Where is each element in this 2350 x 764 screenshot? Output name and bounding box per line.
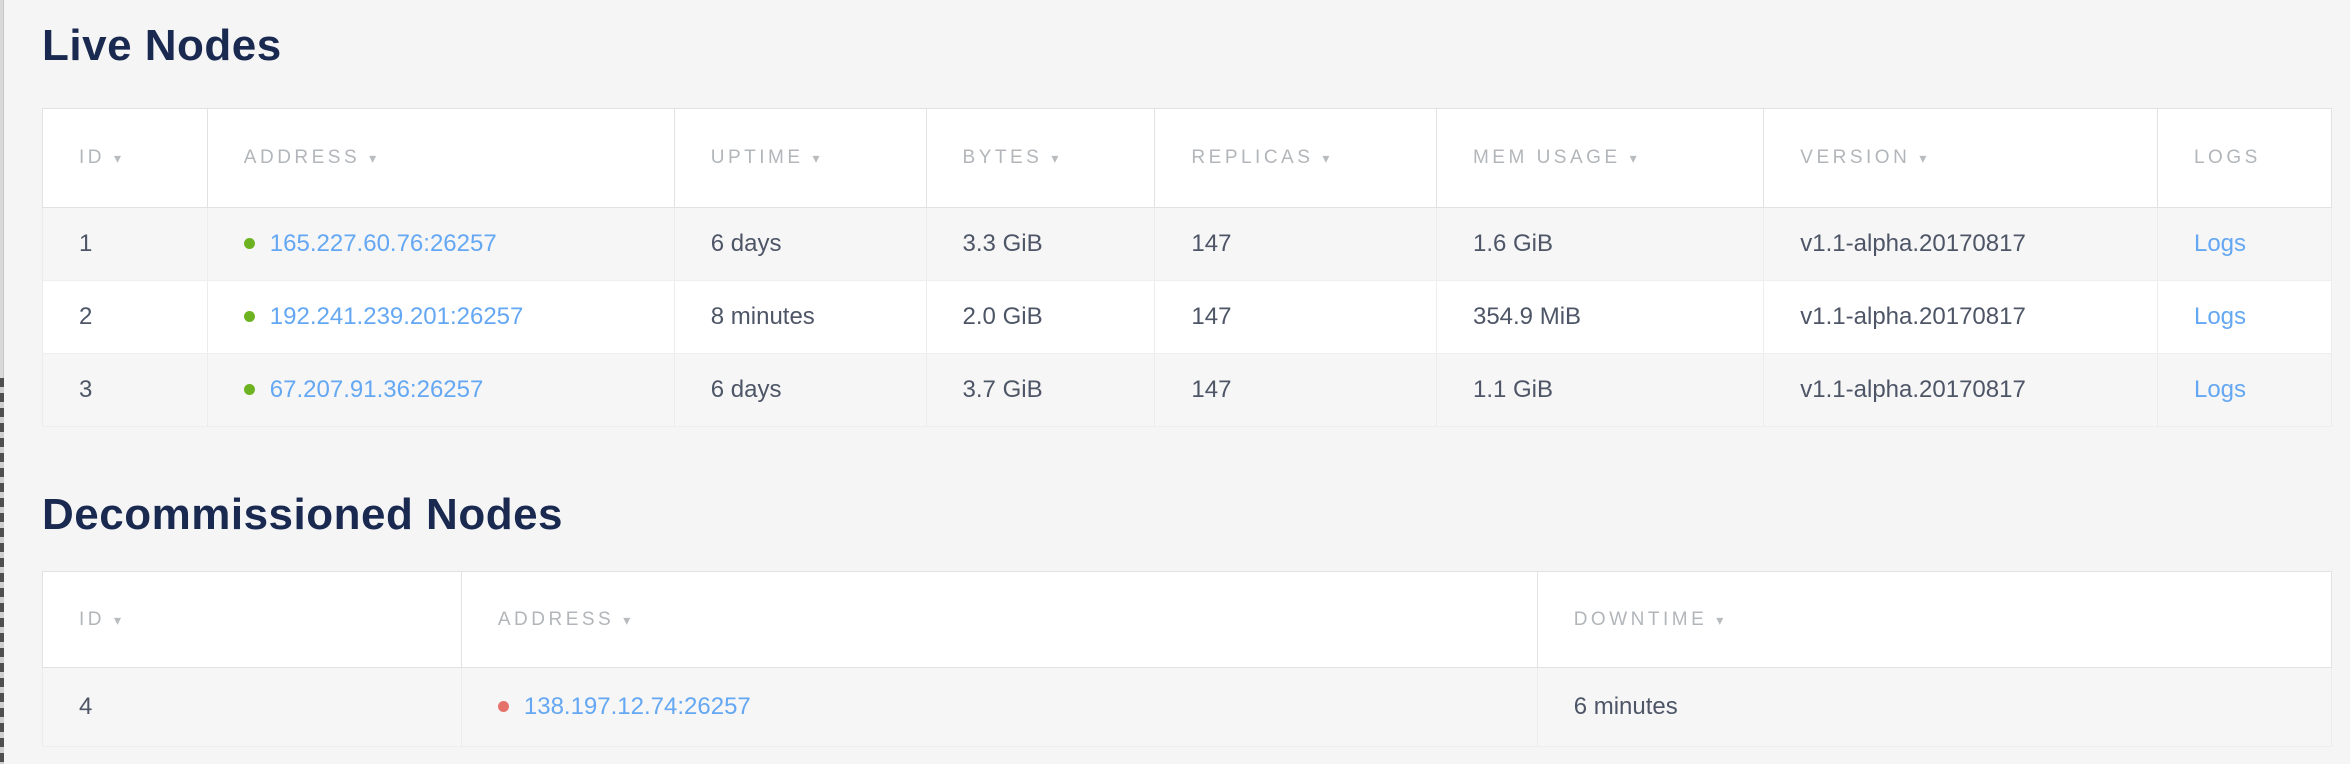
- node-logs-cell: Logs: [2156, 353, 2333, 427]
- node-id-cell: 1: [42, 207, 208, 281]
- sort-arrow-icon: ▾: [623, 611, 631, 628]
- window-left-edge: [0, 0, 4, 764]
- node-address-link[interactable]: 67.207.91.36:26257: [269, 376, 484, 403]
- node-logs-cell: Logs: [2156, 207, 2333, 281]
- sort-arrow-icon: ▾: [369, 150, 377, 166]
- column-header-label: ID: [79, 147, 105, 168]
- decommissioned-nodes-table: ID ▾ ADDRESS ▾ DOWNTIME ▾ 4 138.197.12.74:2…: [42, 571, 2333, 747]
- node-bytes-cell: 2.0 GiB: [925, 280, 1156, 354]
- node-address-link[interactable]: 192.241.239.201:26257: [269, 303, 524, 330]
- node-bytes-cell: 3.3 GiB: [925, 207, 1156, 281]
- sort-arrow-icon: ▾: [1919, 150, 1927, 166]
- sort-arrow-icon: ▾: [1716, 611, 1724, 628]
- node-logs-link[interactable]: Logs: [2193, 230, 2247, 257]
- column-header-label: VERSION: [1800, 147, 1911, 168]
- node-mem-usage-cell: 354.9 MiB: [1435, 280, 1765, 354]
- column-header-label: ADDRESS: [243, 147, 361, 168]
- node-address-cell: 192.241.239.201:26257: [206, 280, 675, 354]
- node-id-cell: 4: [42, 667, 462, 747]
- node-logs-link[interactable]: Logs: [2193, 303, 2247, 330]
- window-left-edge-top: [0, 0, 4, 378]
- column-header-label: UPTIME: [710, 147, 804, 168]
- node-id-cell: 3: [42, 353, 208, 427]
- sort-arrow-icon: ▾: [812, 150, 820, 166]
- column-header-uptime[interactable]: UPTIME ▾: [673, 108, 927, 208]
- column-header-logs: LOGS: [2156, 108, 2333, 208]
- column-header-label: MEM USAGE: [1472, 147, 1621, 168]
- scrollbar-dashes: [0, 378, 4, 764]
- node-mem-usage-cell: 1.1 GiB: [1435, 353, 1765, 427]
- node-downtime-cell: 6 minutes: [1536, 667, 2333, 747]
- column-header-label: ADDRESS: [497, 608, 615, 630]
- decommissioned-nodes-title: Decommissioned Nodes: [42, 490, 564, 539]
- column-header-label: BYTES: [962, 147, 1043, 168]
- sort-arrow-icon: ▾: [114, 611, 122, 628]
- node-mem-usage-cell: 1.6 GiB: [1435, 207, 1765, 281]
- column-header-label: LOGS: [2193, 147, 2261, 168]
- column-header-replicas[interactable]: REPLICAS ▾: [1154, 108, 1437, 208]
- node-uptime-cell: 6 days: [673, 207, 927, 281]
- column-header-id[interactable]: ID ▾: [42, 571, 462, 668]
- sort-arrow-icon: ▾: [114, 150, 122, 166]
- node-replicas-cell: 147: [1154, 280, 1437, 354]
- column-header-address[interactable]: ADDRESS ▾: [206, 108, 675, 208]
- sort-arrow-icon: ▾: [1051, 150, 1059, 166]
- table-row: 4 138.197.12.74:26257 6 minutes: [42, 667, 2333, 747]
- column-header-bytes[interactable]: BYTES ▾: [925, 108, 1156, 208]
- live-nodes-title: Live Nodes: [42, 21, 282, 70]
- column-header-label: DOWNTIME: [1573, 608, 1708, 630]
- live-nodes-header-row: ID ▾ ADDRESS ▾ UPTIME ▾ BYTES ▾ REPLICAS ▾ ME…: [42, 108, 2333, 208]
- node-replicas-cell: 147: [1154, 353, 1437, 427]
- node-address-cell: 67.207.91.36:26257: [206, 353, 675, 427]
- live-status-icon: [243, 238, 255, 249]
- live-status-icon: [243, 384, 255, 395]
- node-replicas-cell: 147: [1154, 207, 1437, 281]
- node-address-link[interactable]: 138.197.12.74:26257: [523, 693, 751, 720]
- node-logs-link[interactable]: Logs: [2193, 376, 2247, 403]
- node-uptime-cell: 8 minutes: [673, 280, 927, 354]
- node-id-cell: 2: [42, 280, 208, 354]
- node-address-cell: 165.227.60.76:26257: [206, 207, 675, 281]
- node-version-cell: v1.1-alpha.20170817: [1763, 353, 2158, 427]
- decommissioned-status-icon: [497, 701, 509, 712]
- decommissioned-nodes-header-row: ID ▾ ADDRESS ▾ DOWNTIME ▾: [42, 571, 2333, 668]
- table-row: 3 67.207.91.36:26257 6 days 3.7 GiB 147 …: [42, 353, 2333, 427]
- column-header-downtime[interactable]: DOWNTIME ▾: [1536, 571, 2333, 668]
- table-row: 2 192.241.239.201:26257 8 minutes 2.0 Gi…: [42, 280, 2333, 354]
- column-header-mem-usage[interactable]: MEM USAGE ▾: [1435, 108, 1765, 208]
- node-logs-cell: Logs: [2156, 280, 2333, 354]
- column-header-label: REPLICAS: [1191, 147, 1314, 168]
- table-row: 1 165.227.60.76:26257 6 days 3.3 GiB 147…: [42, 207, 2333, 281]
- node-address-cell: 138.197.12.74:26257: [460, 667, 1538, 747]
- sort-arrow-icon: ▾: [1322, 150, 1330, 166]
- column-header-version[interactable]: VERSION ▾: [1763, 108, 2158, 208]
- node-address-link[interactable]: 165.227.60.76:26257: [269, 230, 497, 257]
- node-version-cell: v1.1-alpha.20170817: [1763, 207, 2158, 281]
- live-status-icon: [243, 311, 255, 322]
- sort-arrow-icon: ▾: [1629, 150, 1637, 166]
- live-nodes-table: ID ▾ ADDRESS ▾ UPTIME ▾ BYTES ▾ REPLICAS ▾ ME…: [42, 108, 2333, 427]
- node-bytes-cell: 3.7 GiB: [925, 353, 1156, 427]
- column-header-id[interactable]: ID ▾: [42, 108, 208, 208]
- node-version-cell: v1.1-alpha.20170817: [1763, 280, 2158, 354]
- column-header-label: ID: [79, 608, 105, 630]
- node-uptime-cell: 6 days: [673, 353, 927, 427]
- column-header-address[interactable]: ADDRESS ▾: [460, 571, 1538, 668]
